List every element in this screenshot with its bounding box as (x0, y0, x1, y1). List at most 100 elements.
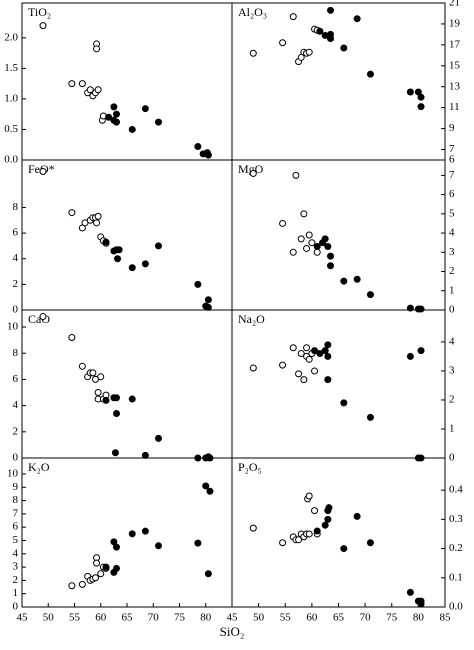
data-point (204, 570, 212, 578)
data-point (128, 264, 136, 272)
data-point (94, 389, 102, 397)
x-tick-label: 75 (386, 612, 398, 624)
data-point (155, 434, 162, 442)
x-tick-label: 45 (17, 612, 29, 624)
data-point (97, 373, 105, 381)
y-tick-label: 5 (449, 207, 455, 219)
data-point (155, 242, 162, 250)
data-point (324, 352, 332, 360)
x-tick-label: 75 (174, 612, 186, 624)
data-point (327, 6, 335, 14)
y-tick-label: 0.4 (449, 484, 463, 496)
data-point (305, 530, 313, 538)
data-point (406, 588, 414, 596)
data-point (321, 521, 329, 529)
y-tick-label: 0 (449, 452, 455, 464)
data-point (417, 103, 425, 111)
y-tick-label: 0.3 (449, 513, 463, 525)
data-point (68, 334, 76, 342)
data-point (93, 219, 101, 227)
y-tick-label: 2.0 (4, 31, 18, 43)
panel-title: K₂O (28, 460, 50, 474)
data-point (39, 168, 47, 176)
data-point (321, 347, 329, 355)
data-point (206, 487, 214, 495)
y-tick-label: 0.0 (4, 154, 18, 166)
data-point (97, 570, 105, 578)
x-tick-label: 45 (227, 612, 239, 624)
data-point (78, 80, 86, 88)
data-point (353, 15, 361, 23)
x-tick-label: 60 (306, 612, 318, 624)
data-point (324, 243, 332, 251)
y-tick-label: 2 (449, 393, 455, 405)
y-tick-label: 6 (13, 373, 19, 385)
data-point (324, 376, 332, 384)
data-point (102, 238, 110, 246)
data-point (340, 399, 348, 407)
y-tick-label: 4 (13, 399, 19, 411)
x-tick-label: 80 (200, 612, 212, 624)
data-point (279, 361, 287, 369)
data-point (305, 492, 313, 500)
y-tick-label: 21 (449, 0, 460, 9)
data-point (316, 27, 324, 35)
y-tick-label: 0 (13, 601, 19, 613)
y-tick-label: 6 (449, 154, 455, 166)
panel-frame (21, 309, 233, 459)
data-point (295, 536, 303, 544)
data-point (289, 248, 297, 256)
y-tick-label: 11 (449, 101, 460, 113)
data-point (300, 210, 308, 218)
data-point (327, 262, 335, 270)
y-tick-label: 9 (449, 122, 455, 134)
data-point (292, 171, 300, 179)
y-tick-label: 1 (449, 423, 455, 435)
y-tick-label: 4 (13, 252, 19, 264)
data-point (86, 86, 94, 94)
y-tick-label: 9 (13, 481, 19, 493)
data-point (327, 30, 335, 38)
y-tick-label: 1 (449, 284, 455, 296)
data-point (93, 559, 101, 567)
data-point (249, 524, 257, 532)
data-point (305, 355, 313, 363)
data-point (279, 39, 287, 47)
y-tick-label: 17 (449, 38, 461, 50)
data-point (203, 149, 211, 157)
data-point (141, 260, 149, 268)
x-tick-label: 50 (43, 612, 55, 624)
data-point (417, 597, 425, 605)
data-point (113, 543, 120, 551)
y-tick-label: 3 (13, 561, 19, 573)
y-tick-label: 19 (449, 17, 461, 29)
data-point (308, 239, 316, 247)
data-point (78, 362, 86, 370)
data-point (68, 80, 76, 88)
data-point (313, 248, 321, 256)
data-point (114, 255, 122, 263)
data-point (110, 103, 118, 111)
y-tick-label: 0.5 (4, 123, 18, 135)
data-point (102, 563, 110, 571)
data-point (204, 296, 212, 304)
data-point (68, 582, 76, 590)
data-point (313, 243, 321, 251)
panel-frame (231, 2, 446, 161)
data-point (128, 125, 136, 133)
data-point (340, 545, 348, 553)
data-point (366, 539, 374, 547)
data-point (128, 395, 136, 403)
y-tick-label: 2 (13, 574, 19, 586)
data-point (141, 105, 149, 113)
x-tick-label: 70 (360, 612, 372, 624)
data-point (39, 313, 47, 321)
panel-frame (21, 2, 233, 161)
y-tick-label: 8 (13, 201, 19, 213)
data-point (366, 291, 374, 299)
y-tick-label: 1 (13, 587, 19, 599)
data-point (353, 512, 361, 520)
y-tick-label: 2 (13, 425, 19, 437)
y-tick-label: 13 (449, 80, 461, 92)
